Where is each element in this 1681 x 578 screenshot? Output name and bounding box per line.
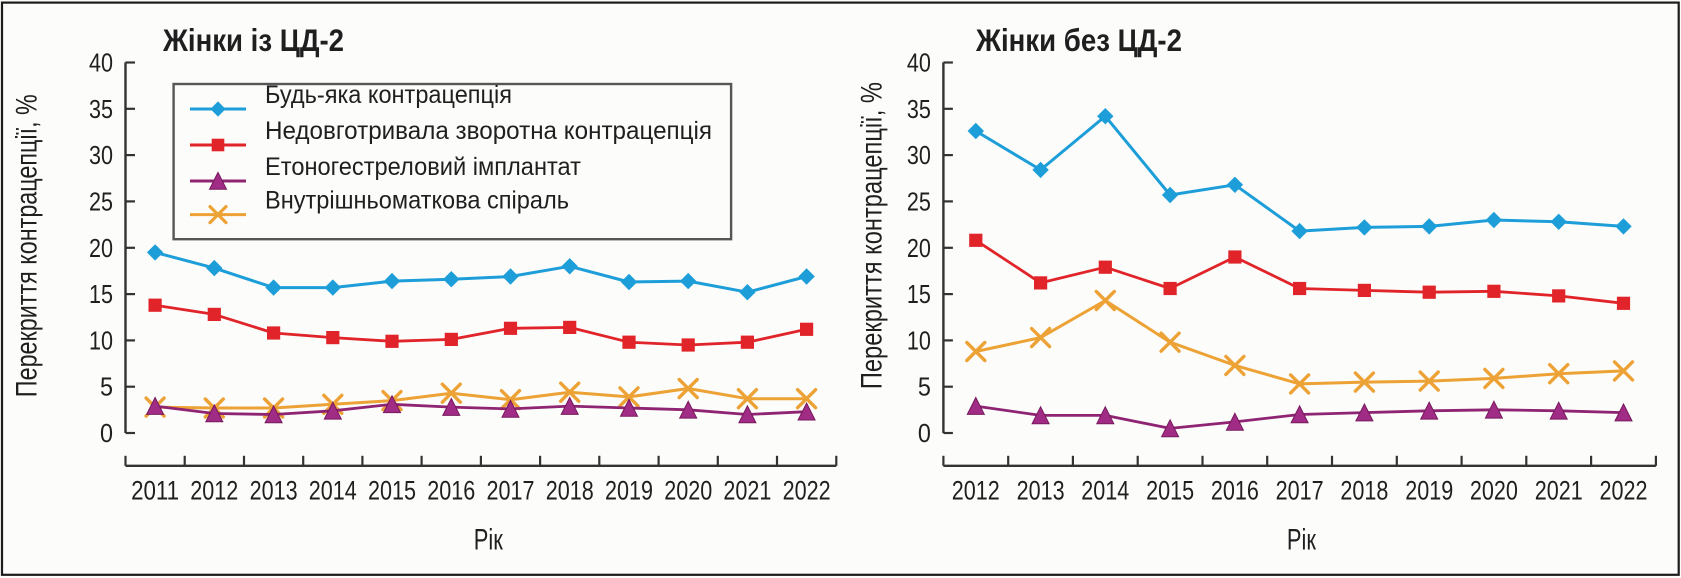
svg-text:15: 15 <box>907 279 931 309</box>
svg-text:Рік: Рік <box>1287 524 1317 557</box>
svg-text:2020: 2020 <box>664 476 712 506</box>
svg-text:Перекриття контрацепції, %: Перекриття контрацепції, % <box>11 94 44 397</box>
svg-text:30: 30 <box>907 140 931 170</box>
svg-text:Недовготривала зворотна контра: Недовготривала зворотна контрацепція <box>265 117 712 145</box>
svg-text:Будь-яка контрацепція: Будь-яка контрацепція <box>265 81 512 109</box>
svg-text:2019: 2019 <box>1405 476 1453 506</box>
svg-text:Рік: Рік <box>474 524 504 557</box>
svg-text:35: 35 <box>89 94 113 124</box>
svg-text:2017: 2017 <box>487 476 535 506</box>
svg-text:2017: 2017 <box>1276 476 1324 506</box>
svg-text:2021: 2021 <box>1535 476 1583 506</box>
svg-text:20: 20 <box>89 233 113 263</box>
svg-text:0: 0 <box>100 418 113 448</box>
svg-text:2021: 2021 <box>723 476 771 506</box>
svg-text:2014: 2014 <box>309 476 357 506</box>
svg-text:2019: 2019 <box>605 476 653 506</box>
svg-text:2015: 2015 <box>1146 476 1194 506</box>
svg-text:15: 15 <box>89 279 113 309</box>
svg-text:2020: 2020 <box>1470 476 1518 506</box>
svg-text:2012: 2012 <box>190 476 238 506</box>
svg-text:Внутрішньоматкова спіраль: Внутрішньоматкова спіраль <box>265 187 569 215</box>
svg-text:2022: 2022 <box>1600 476 1648 506</box>
svg-text:2018: 2018 <box>1340 476 1388 506</box>
svg-text:Жінки із ЦД-2: Жінки із ЦД-2 <box>162 22 344 58</box>
svg-text:25: 25 <box>89 186 113 216</box>
svg-text:10: 10 <box>907 325 931 355</box>
svg-text:2012: 2012 <box>952 476 1000 506</box>
svg-text:Жінки без ЦД-2: Жінки без ЦД-2 <box>975 22 1182 58</box>
svg-text:0: 0 <box>918 418 931 448</box>
svg-text:5: 5 <box>100 372 113 402</box>
svg-text:40: 40 <box>907 48 931 78</box>
svg-text:35: 35 <box>907 94 931 124</box>
svg-text:2022: 2022 <box>783 476 831 506</box>
svg-text:Перекриття контрацепції, %: Перекриття контрацепції, % <box>856 82 889 389</box>
svg-text:2014: 2014 <box>1081 476 1129 506</box>
svg-text:2013: 2013 <box>1017 476 1065 506</box>
svg-text:Етоногестреловий імплантат: Етоногестреловий імплантат <box>265 153 582 181</box>
svg-text:25: 25 <box>907 186 931 216</box>
svg-text:2016: 2016 <box>1211 476 1259 506</box>
svg-text:20: 20 <box>907 233 931 263</box>
svg-text:30: 30 <box>89 140 113 170</box>
svg-text:2013: 2013 <box>250 476 298 506</box>
svg-text:40: 40 <box>89 48 113 78</box>
svg-text:10: 10 <box>89 325 113 355</box>
svg-text:2011: 2011 <box>131 476 179 506</box>
svg-text:2016: 2016 <box>427 476 475 506</box>
svg-text:5: 5 <box>918 372 931 402</box>
svg-text:2015: 2015 <box>368 476 416 506</box>
svg-text:2018: 2018 <box>546 476 594 506</box>
